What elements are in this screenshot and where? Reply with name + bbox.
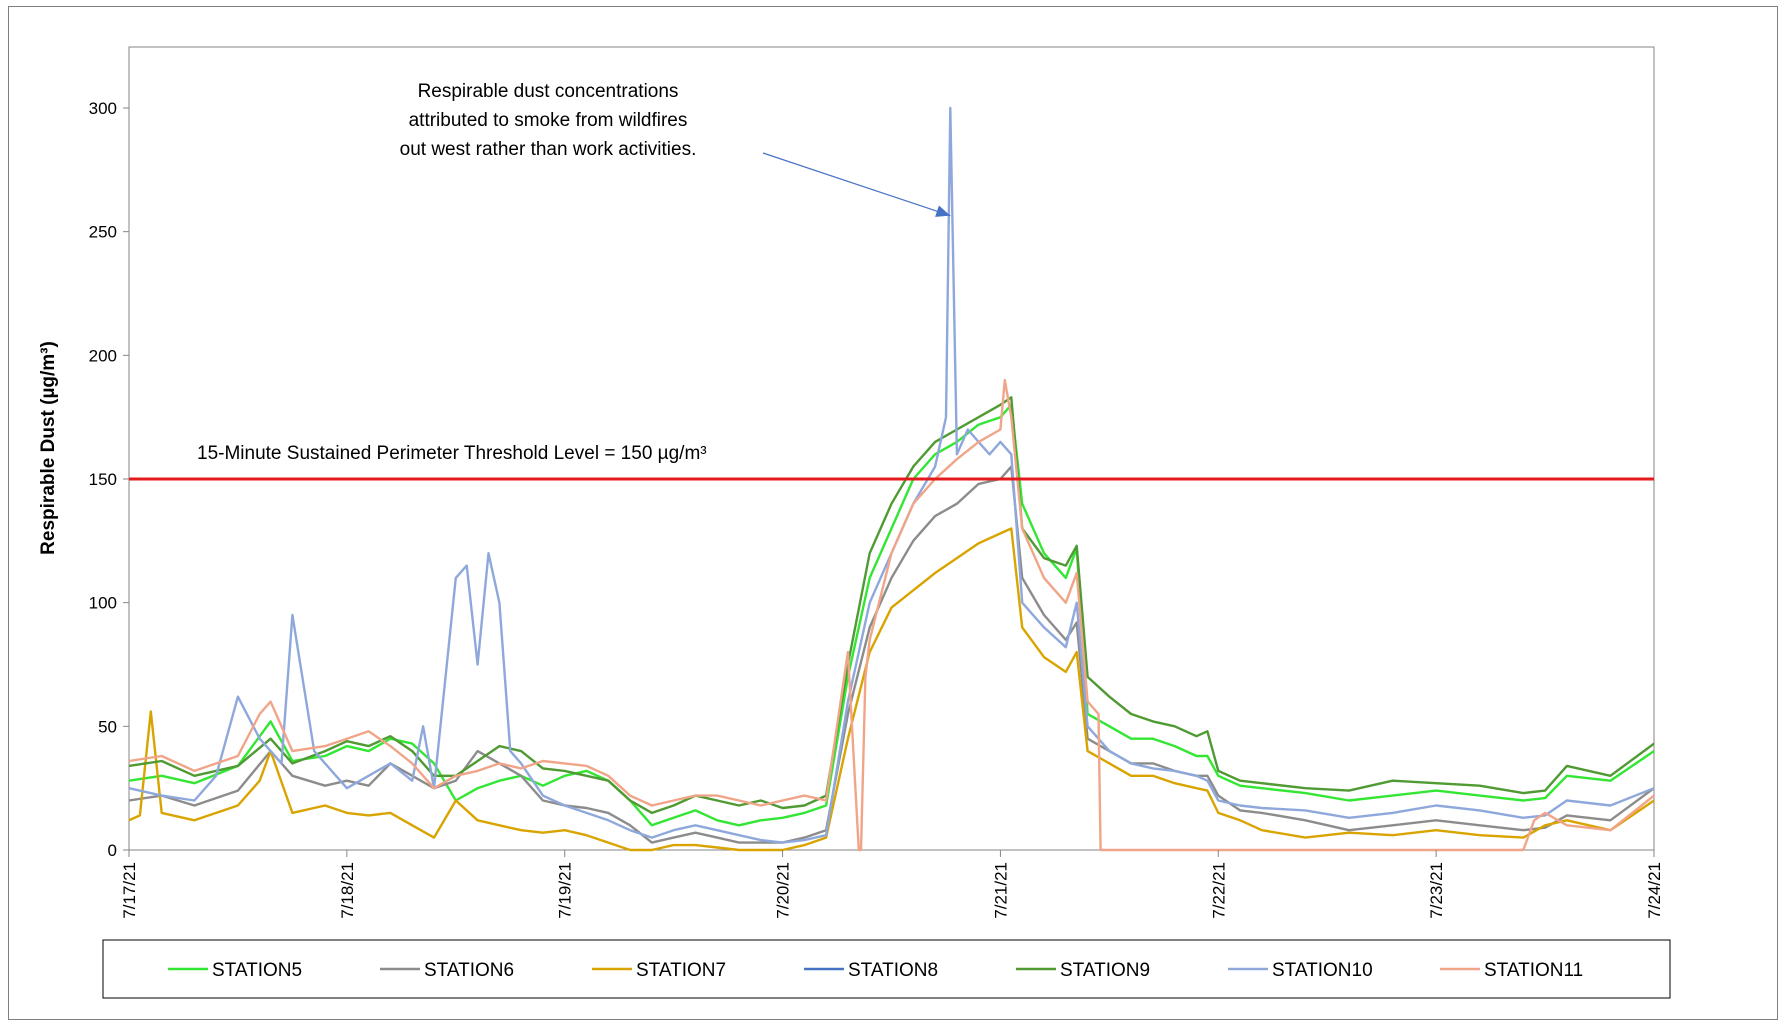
series-line-station11: [128, 378, 1655, 852]
annotation: Respirable dust concentrations attribute…: [400, 81, 951, 217]
annotation-line-2: attributed to smoke from wildfires: [409, 110, 688, 131]
annotation-line-3: out west rather than work activities.: [400, 139, 697, 160]
legend-label-station11: STATION11: [1484, 960, 1583, 981]
legend-box: [102, 939, 1671, 999]
series-line-station10: [128, 106, 1655, 844]
legend-label-station10: STATION10: [1272, 960, 1373, 981]
x-tick-label: 7/20/21: [774, 862, 793, 919]
x-tick-label: 7/18/21: [338, 862, 357, 919]
x-tick-label: 7/19/21: [556, 862, 575, 919]
y-tick-label: 200: [89, 346, 117, 365]
x-tick-label: 7/21/21: [991, 862, 1010, 919]
annotation-arrow: [762, 152, 951, 217]
x-tick-label: 7/22/21: [1209, 862, 1228, 919]
y-tick-label: 50: [98, 717, 117, 736]
legend-label-station9: STATION9: [1060, 960, 1150, 981]
y-tick-label: 100: [89, 594, 117, 613]
legend: STATION5 STATION6 STATION7 STATION8 STATION9…: [168, 960, 1583, 981]
x-tick-label: 7/17/21: [120, 862, 139, 919]
y-tick-label: 250: [89, 223, 117, 242]
y-axis-label: Respirable Dust (µg/m³): [38, 341, 59, 555]
y-tick-label: 300: [89, 99, 117, 118]
series-line-station5: [128, 403, 1655, 827]
series-line-station7: [128, 527, 1655, 852]
series-layer: [128, 106, 1655, 852]
legend-label-station8: STATION8: [848, 960, 938, 981]
x-tick-label: 7/23/21: [1427, 862, 1446, 919]
y-tick-label: 0: [108, 841, 117, 860]
x-axis: 7/17/21 7/18/21 7/19/21 7/20/21 7/21/21 7/22/…: [120, 850, 1664, 919]
legend-label-station5: STATION5: [212, 960, 302, 981]
legend-label-station6: STATION6: [424, 960, 514, 981]
x-tick-label: 7/24/21: [1645, 862, 1664, 919]
annotation-line-1: Respirable dust concentrations: [418, 81, 679, 102]
legend-label-station7: STATION7: [636, 960, 726, 981]
series-line-station9: [128, 396, 1655, 815]
annotation-arrowhead: [935, 205, 951, 217]
y-tick-label: 150: [89, 470, 117, 489]
y-axis: 0 50 100 150 200 250 300: [89, 99, 129, 860]
plot-area: [128, 46, 1655, 851]
series-line-station6: [128, 465, 1655, 844]
threshold-label: 15-Minute Sustained Perimeter Threshold …: [197, 443, 707, 464]
